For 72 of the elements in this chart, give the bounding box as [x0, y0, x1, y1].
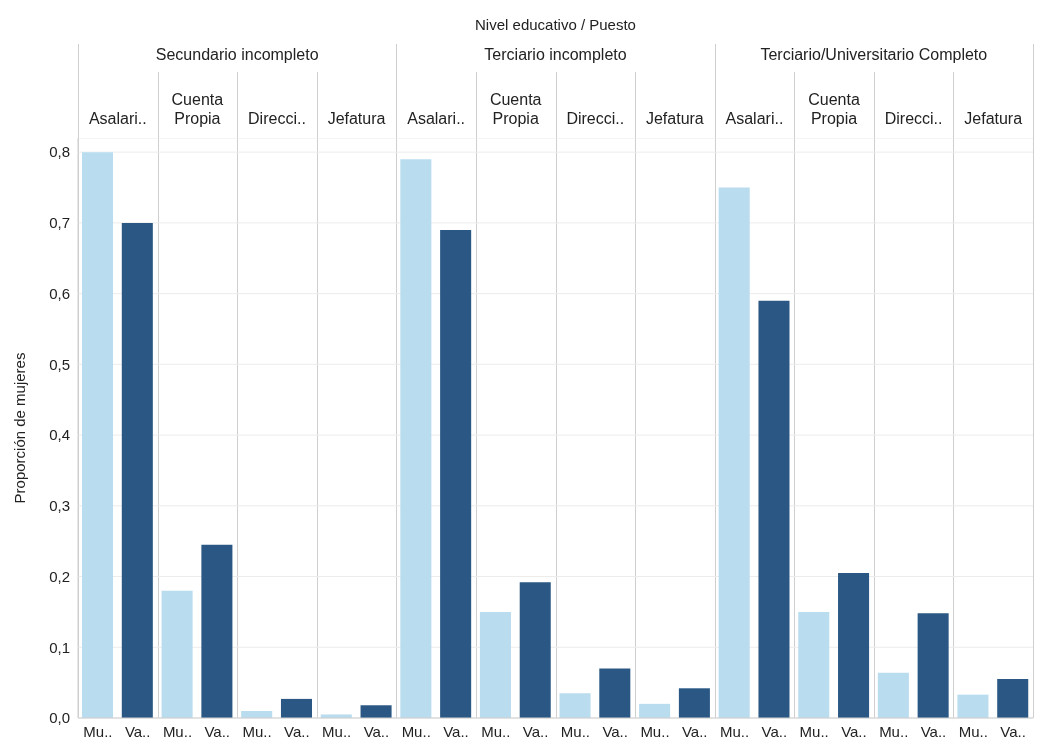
- x-tick-label: Va..: [761, 722, 788, 740]
- y-tick-label: 0,5: [49, 355, 70, 373]
- bar: [161, 590, 193, 718]
- bar: [798, 611, 830, 718]
- x-tick-label: Va..: [1000, 722, 1026, 740]
- x-tick-label: Mu..: [640, 722, 670, 740]
- text: Cuenta Propia: [488, 90, 543, 128]
- bar: [400, 159, 432, 718]
- bar: [917, 613, 949, 718]
- y-axis-title: Proporción de mujeres: [11, 352, 29, 504]
- x-tick-label: Va..: [124, 722, 151, 740]
- bar: [440, 229, 472, 718]
- text: Asalari..: [87, 109, 148, 128]
- y-tick-label: 0,7: [49, 214, 70, 232]
- x-tick-label: Mu..: [481, 722, 511, 740]
- x-tick-label: Mu..: [162, 722, 193, 740]
- bar: [479, 611, 511, 718]
- chart-title: Nivel educativo / Puesto: [474, 16, 637, 33]
- text: Jefatura: [326, 109, 387, 128]
- bar: [877, 672, 909, 718]
- x-tick-label: Va..: [841, 722, 867, 740]
- text: Terciario/Universitario Completo: [759, 46, 989, 64]
- x-tick-label: Mu..: [958, 722, 988, 740]
- text: Secundario incompleto: [154, 46, 320, 64]
- x-tick-label: Mu..: [879, 722, 909, 740]
- bar: [559, 693, 591, 718]
- y-tick-label: 0,0: [49, 709, 70, 727]
- y-tick-label: 0,8: [49, 143, 70, 161]
- bar: [201, 544, 233, 718]
- x-tick-label: Mu..: [322, 722, 352, 740]
- x-tick-label: Va..: [204, 722, 231, 740]
- x-tick-label: Mu..: [401, 722, 431, 740]
- x-tick-label: Mu..: [799, 722, 829, 740]
- y-tick-label: 0,2: [49, 567, 70, 585]
- x-tick-label: Va..: [443, 722, 469, 740]
- bar: [280, 698, 312, 718]
- bar: [121, 222, 153, 718]
- y-tick-label: 0,4: [49, 426, 70, 444]
- x-tick-label: Mu..: [83, 722, 113, 740]
- bar: [997, 679, 1029, 718]
- text: Jefatura: [963, 109, 1024, 128]
- bar: [519, 582, 551, 718]
- bar: [639, 703, 671, 718]
- x-tick-label: Va..: [522, 722, 549, 740]
- bar: [82, 152, 114, 718]
- text: Terciario incompleto: [483, 46, 628, 64]
- text: Asalari..: [406, 109, 466, 128]
- x-tick-label: Va..: [602, 722, 628, 740]
- y-tick-label: 0,6: [49, 284, 70, 302]
- bar: [599, 668, 631, 718]
- text: Direcci..: [247, 109, 307, 128]
- y-tick-label: 0,3: [49, 497, 70, 515]
- x-tick-label: Va..: [363, 722, 390, 740]
- bar: [360, 705, 392, 718]
- text: Cuenta Propia: [170, 90, 225, 128]
- x-tick-label: Mu..: [719, 722, 750, 740]
- text: Cuenta Propia: [807, 90, 861, 128]
- bar: [718, 187, 750, 718]
- x-tick-label: Mu..: [242, 722, 272, 740]
- bar: [758, 300, 790, 718]
- y-tick-label: 0,1: [49, 638, 70, 656]
- text: Direcci..: [565, 109, 626, 128]
- bar: [838, 573, 870, 718]
- x-tick-label: Mu..: [560, 722, 590, 740]
- text: Asalari..: [724, 109, 785, 128]
- text: Jefatura: [644, 109, 705, 128]
- x-tick-label: Va..: [284, 722, 310, 740]
- bar: [678, 688, 710, 718]
- bar: [957, 694, 989, 718]
- x-tick-label: Va..: [920, 722, 947, 740]
- text: Direcci..: [883, 109, 944, 128]
- x-tick-label: Va..: [681, 722, 708, 740]
